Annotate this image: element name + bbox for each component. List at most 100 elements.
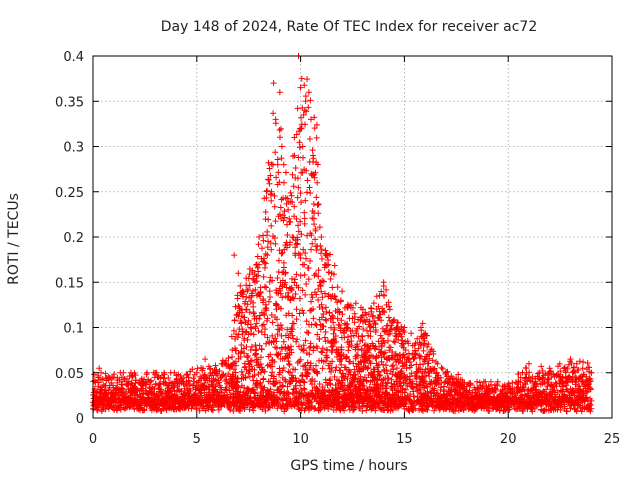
data-point	[288, 287, 295, 294]
data-point	[293, 306, 300, 313]
data-point	[264, 315, 271, 322]
data-point	[265, 176, 272, 183]
data-point	[238, 368, 245, 375]
data-point	[301, 209, 308, 216]
x-tick-label: 5	[193, 432, 201, 447]
data-point	[266, 288, 273, 295]
data-point	[300, 346, 307, 353]
data-point	[213, 370, 220, 377]
data-point	[275, 169, 282, 176]
data-point	[296, 144, 303, 151]
data-point	[188, 405, 195, 412]
data-point	[307, 360, 314, 367]
data-point	[260, 255, 267, 262]
data-point	[275, 257, 282, 264]
data-point	[308, 298, 315, 305]
data-point	[248, 363, 255, 370]
data-point	[253, 350, 260, 357]
data-point	[426, 373, 433, 380]
data-point	[280, 179, 287, 186]
data-point	[223, 384, 230, 391]
data-point	[294, 105, 301, 112]
data-point	[266, 404, 273, 411]
data-point	[303, 280, 310, 287]
data-point	[240, 288, 247, 295]
data-point	[232, 369, 239, 376]
data-point	[312, 321, 319, 328]
data-point	[215, 406, 222, 413]
data-point	[275, 326, 282, 333]
data-point	[300, 347, 307, 354]
data-point	[297, 125, 304, 132]
data-point	[233, 347, 240, 354]
data-point	[386, 306, 393, 313]
data-point	[313, 134, 320, 141]
y-tick-label: 0.15	[55, 276, 84, 291]
data-point	[210, 407, 217, 414]
data-point	[311, 125, 318, 132]
data-point	[293, 131, 300, 138]
data-point	[217, 375, 224, 382]
data-point	[255, 370, 262, 377]
data-point	[522, 374, 529, 381]
data-point	[387, 344, 394, 351]
data-point	[268, 197, 275, 204]
data-point	[311, 114, 318, 121]
x-tick-label: 15	[396, 432, 413, 447]
data-point	[284, 231, 291, 238]
data-point	[306, 135, 313, 142]
data-point	[269, 277, 276, 284]
data-point	[279, 402, 286, 409]
data-point	[99, 376, 106, 383]
data-point	[266, 165, 273, 172]
data-point	[264, 334, 271, 341]
data-point	[183, 371, 190, 378]
data-point	[288, 192, 295, 199]
data-point	[180, 374, 187, 381]
chart-title: Day 148 of 2024, Rate Of TEC Index for r…	[161, 19, 537, 35]
data-point	[208, 372, 215, 379]
data-point	[303, 329, 310, 336]
y-tick-label: 0.35	[55, 95, 84, 110]
data-point	[242, 306, 249, 313]
data-point	[399, 337, 406, 344]
data-point	[281, 406, 288, 413]
data-point	[501, 407, 508, 414]
data-point	[287, 189, 294, 196]
data-point	[306, 351, 313, 358]
data-point	[256, 315, 263, 322]
data-point	[260, 237, 267, 244]
data-point	[301, 82, 308, 89]
data-point	[245, 286, 252, 293]
data-point	[280, 161, 287, 168]
data-point	[278, 125, 285, 132]
data-point	[295, 284, 302, 291]
data-point	[245, 317, 252, 324]
data-point	[277, 305, 284, 312]
data-point	[310, 306, 317, 313]
data-point	[292, 164, 299, 171]
data-point	[148, 377, 155, 384]
data-point	[315, 210, 322, 217]
data-point	[268, 222, 275, 229]
data-point	[299, 169, 306, 176]
data-point	[304, 359, 311, 366]
data-point	[313, 247, 320, 254]
data-point	[299, 402, 306, 409]
data-point	[269, 332, 276, 339]
data-point	[287, 343, 294, 350]
data-point	[264, 187, 271, 194]
data-point	[309, 402, 316, 409]
data-point	[293, 241, 300, 248]
data-point	[231, 366, 238, 373]
data-point	[276, 211, 283, 218]
data-point	[242, 375, 249, 382]
data-point	[298, 114, 305, 121]
x-tick-label: 10	[292, 432, 309, 447]
data-point	[283, 169, 290, 176]
data-point	[318, 246, 325, 253]
data-point	[311, 221, 318, 228]
data-point	[311, 272, 318, 279]
data-point	[308, 232, 315, 239]
